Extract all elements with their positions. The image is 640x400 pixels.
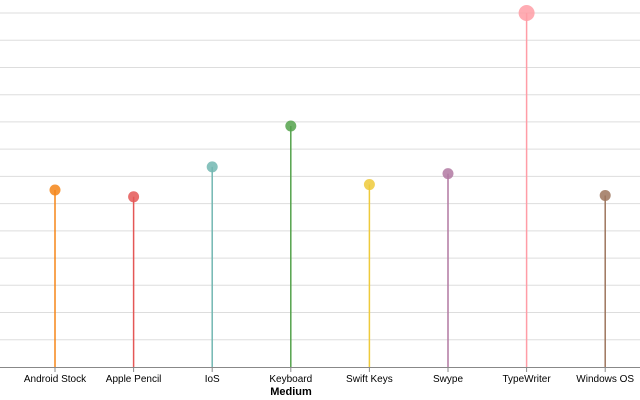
dot-keyboard bbox=[285, 120, 297, 132]
lollipop-stems bbox=[54, 13, 606, 367]
tick-label-keyboard: Keyboard bbox=[269, 374, 312, 385]
tick-label-swype: Swype bbox=[433, 374, 463, 385]
tick-label-windows-os: Windows OS bbox=[576, 374, 634, 385]
dot-swift-keys bbox=[363, 179, 375, 191]
x-axis-tick-labels: Android Stock Apple Pencil IoS Keyboard Swif… bbox=[24, 374, 635, 385]
x-axis-ticks bbox=[54, 367, 606, 372]
dot-windows-os bbox=[599, 189, 611, 201]
dot-swype bbox=[442, 168, 454, 180]
gridlines bbox=[0, 12, 640, 341]
lollipop-dots bbox=[49, 5, 611, 203]
x-axis-title: Medium bbox=[270, 386, 312, 398]
tick-label-swift-keys: Swift Keys bbox=[346, 374, 393, 385]
dot-ios bbox=[206, 161, 218, 173]
dot-typewriter bbox=[518, 5, 535, 21]
dot-android-stock bbox=[49, 184, 61, 196]
tick-label-typewriter: TypeWriter bbox=[503, 374, 552, 385]
dot-apple-pencil bbox=[128, 191, 140, 203]
tick-label-ios: IoS bbox=[205, 374, 220, 385]
tick-label-android-stock: Android Stock bbox=[24, 374, 87, 385]
tick-label-apple-pencil: Apple Pencil bbox=[106, 374, 162, 385]
